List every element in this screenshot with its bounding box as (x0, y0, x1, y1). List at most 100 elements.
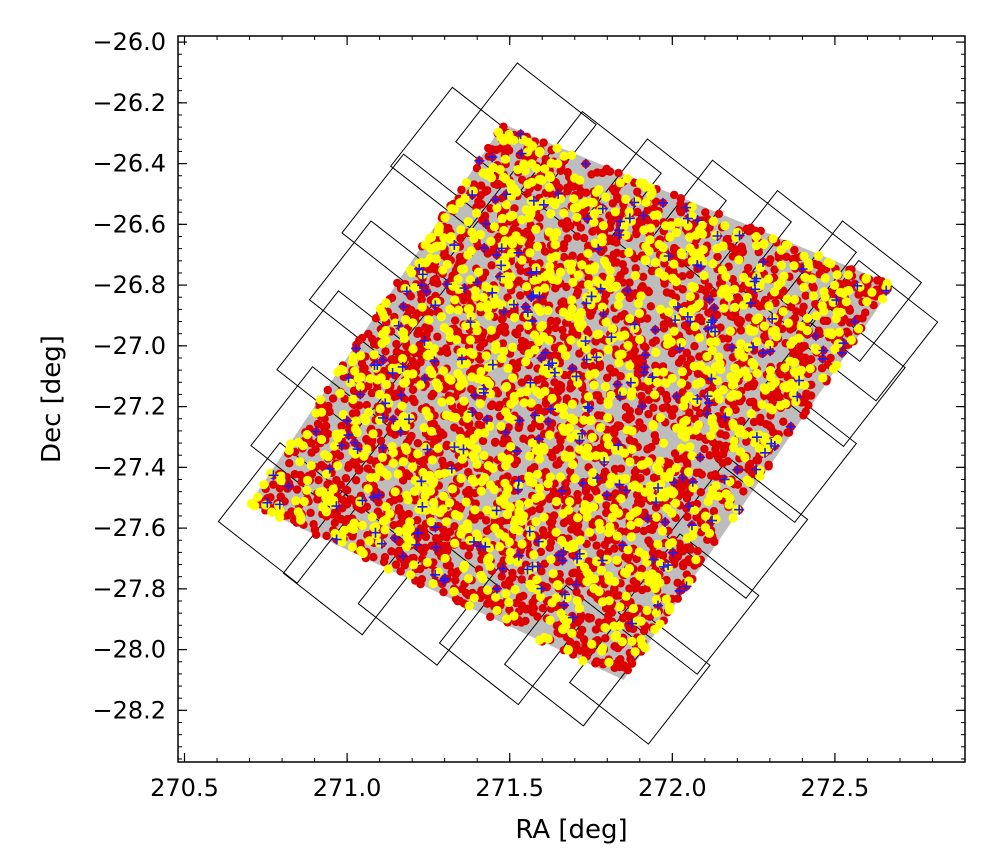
scatter-point (618, 260, 628, 269)
scatter-point (786, 339, 796, 349)
scatter-point (706, 317, 717, 328)
scatter-point (351, 343, 362, 354)
scatter-point (530, 330, 540, 340)
scatter-point (641, 241, 651, 252)
scatter-point (497, 563, 508, 574)
scatter-point (678, 285, 687, 294)
scatter-point (427, 368, 437, 379)
scatter-point (695, 408, 705, 418)
scatter-point (706, 337, 716, 347)
scatter-point (621, 474, 631, 484)
scatter-point (442, 279, 453, 290)
scatter-point (640, 350, 651, 361)
scatter-point (686, 355, 695, 364)
scatter-point (498, 306, 509, 317)
scatter-point (506, 185, 517, 195)
scatter-point (446, 231, 456, 242)
scatter-point (623, 554, 632, 564)
scatter-point (461, 320, 471, 331)
scatter-point (417, 575, 427, 584)
scatter-point (597, 555, 608, 566)
scatter-point (517, 255, 527, 265)
scatter-point (621, 568, 631, 578)
scatter-point (509, 391, 519, 402)
scatter-point (461, 178, 471, 188)
scatter-point (645, 235, 655, 245)
scatter-point (759, 321, 770, 331)
scatter-point (525, 579, 535, 589)
scatter-point (497, 353, 507, 364)
scatter-point (507, 298, 517, 308)
scatter-point (552, 143, 562, 153)
scatter-point (582, 567, 592, 577)
scatter-point (483, 186, 492, 195)
scatter-point (532, 286, 542, 296)
scatter-point (593, 351, 604, 362)
scatter-point (427, 455, 438, 465)
scatter-point (597, 203, 608, 214)
scatter-point (759, 383, 769, 393)
scatter-point (552, 275, 563, 285)
scatter-point (475, 229, 486, 240)
scatter-point (516, 343, 526, 352)
scatter-point (465, 317, 476, 328)
scatter-point (306, 460, 316, 471)
scatter-point (627, 444, 637, 454)
scatter-point (476, 593, 485, 603)
scatter-point (473, 532, 483, 543)
scatter-point (666, 221, 676, 231)
scatter-point (622, 285, 633, 296)
scatter-point (635, 571, 645, 581)
x-tick-labels: 270.5 271.0 271.5 272.0 272.5 (150, 774, 869, 802)
scatter-point (489, 293, 499, 303)
scatter-point (464, 601, 474, 611)
scatter-point (674, 358, 684, 368)
scatter-point (778, 306, 788, 317)
scatter-point (550, 479, 559, 488)
scatter-point (527, 424, 536, 433)
scatter-point (614, 446, 625, 456)
scatter-point (503, 363, 513, 373)
scatter-point (523, 320, 533, 331)
scatter-point (734, 350, 744, 360)
scatter-point (648, 421, 658, 431)
scatter-point (681, 581, 692, 592)
scatter-point (529, 550, 539, 560)
scatter-point (449, 587, 459, 597)
scatter-point (456, 473, 466, 484)
scatter-point (669, 488, 679, 498)
scatter-point (374, 389, 385, 399)
scatter-point (267, 507, 277, 517)
scatter-point (663, 251, 674, 261)
scatter-point (729, 436, 739, 446)
scatter-point (517, 336, 527, 346)
scatter-point (598, 309, 609, 320)
scatter-point (545, 171, 555, 181)
scatter-point (498, 172, 509, 182)
scatter-point (523, 604, 533, 613)
scatter-point (347, 542, 358, 552)
scatter-point (567, 303, 577, 314)
scatter-point (628, 603, 639, 614)
scatter-point (471, 292, 481, 302)
scatter-point (416, 380, 426, 390)
scatter-point (744, 461, 754, 471)
scatter-point (500, 427, 511, 438)
scatter-point (338, 409, 349, 420)
scatter-point (526, 398, 536, 408)
scatter-point (782, 383, 792, 393)
scatter-point (333, 461, 343, 471)
scatter-point (641, 182, 651, 192)
scatter-point (295, 511, 305, 521)
scatter-point (835, 287, 846, 298)
scatter-point (419, 373, 430, 384)
scatter-point (457, 584, 467, 594)
scatter-point (323, 429, 333, 439)
scatter-point (593, 243, 604, 254)
scatter-point (498, 346, 509, 356)
scatter-point (526, 291, 537, 302)
scatter-point (687, 256, 697, 266)
scatter-point (438, 491, 449, 501)
scatter-point (431, 254, 442, 264)
scatter-point (780, 399, 791, 409)
